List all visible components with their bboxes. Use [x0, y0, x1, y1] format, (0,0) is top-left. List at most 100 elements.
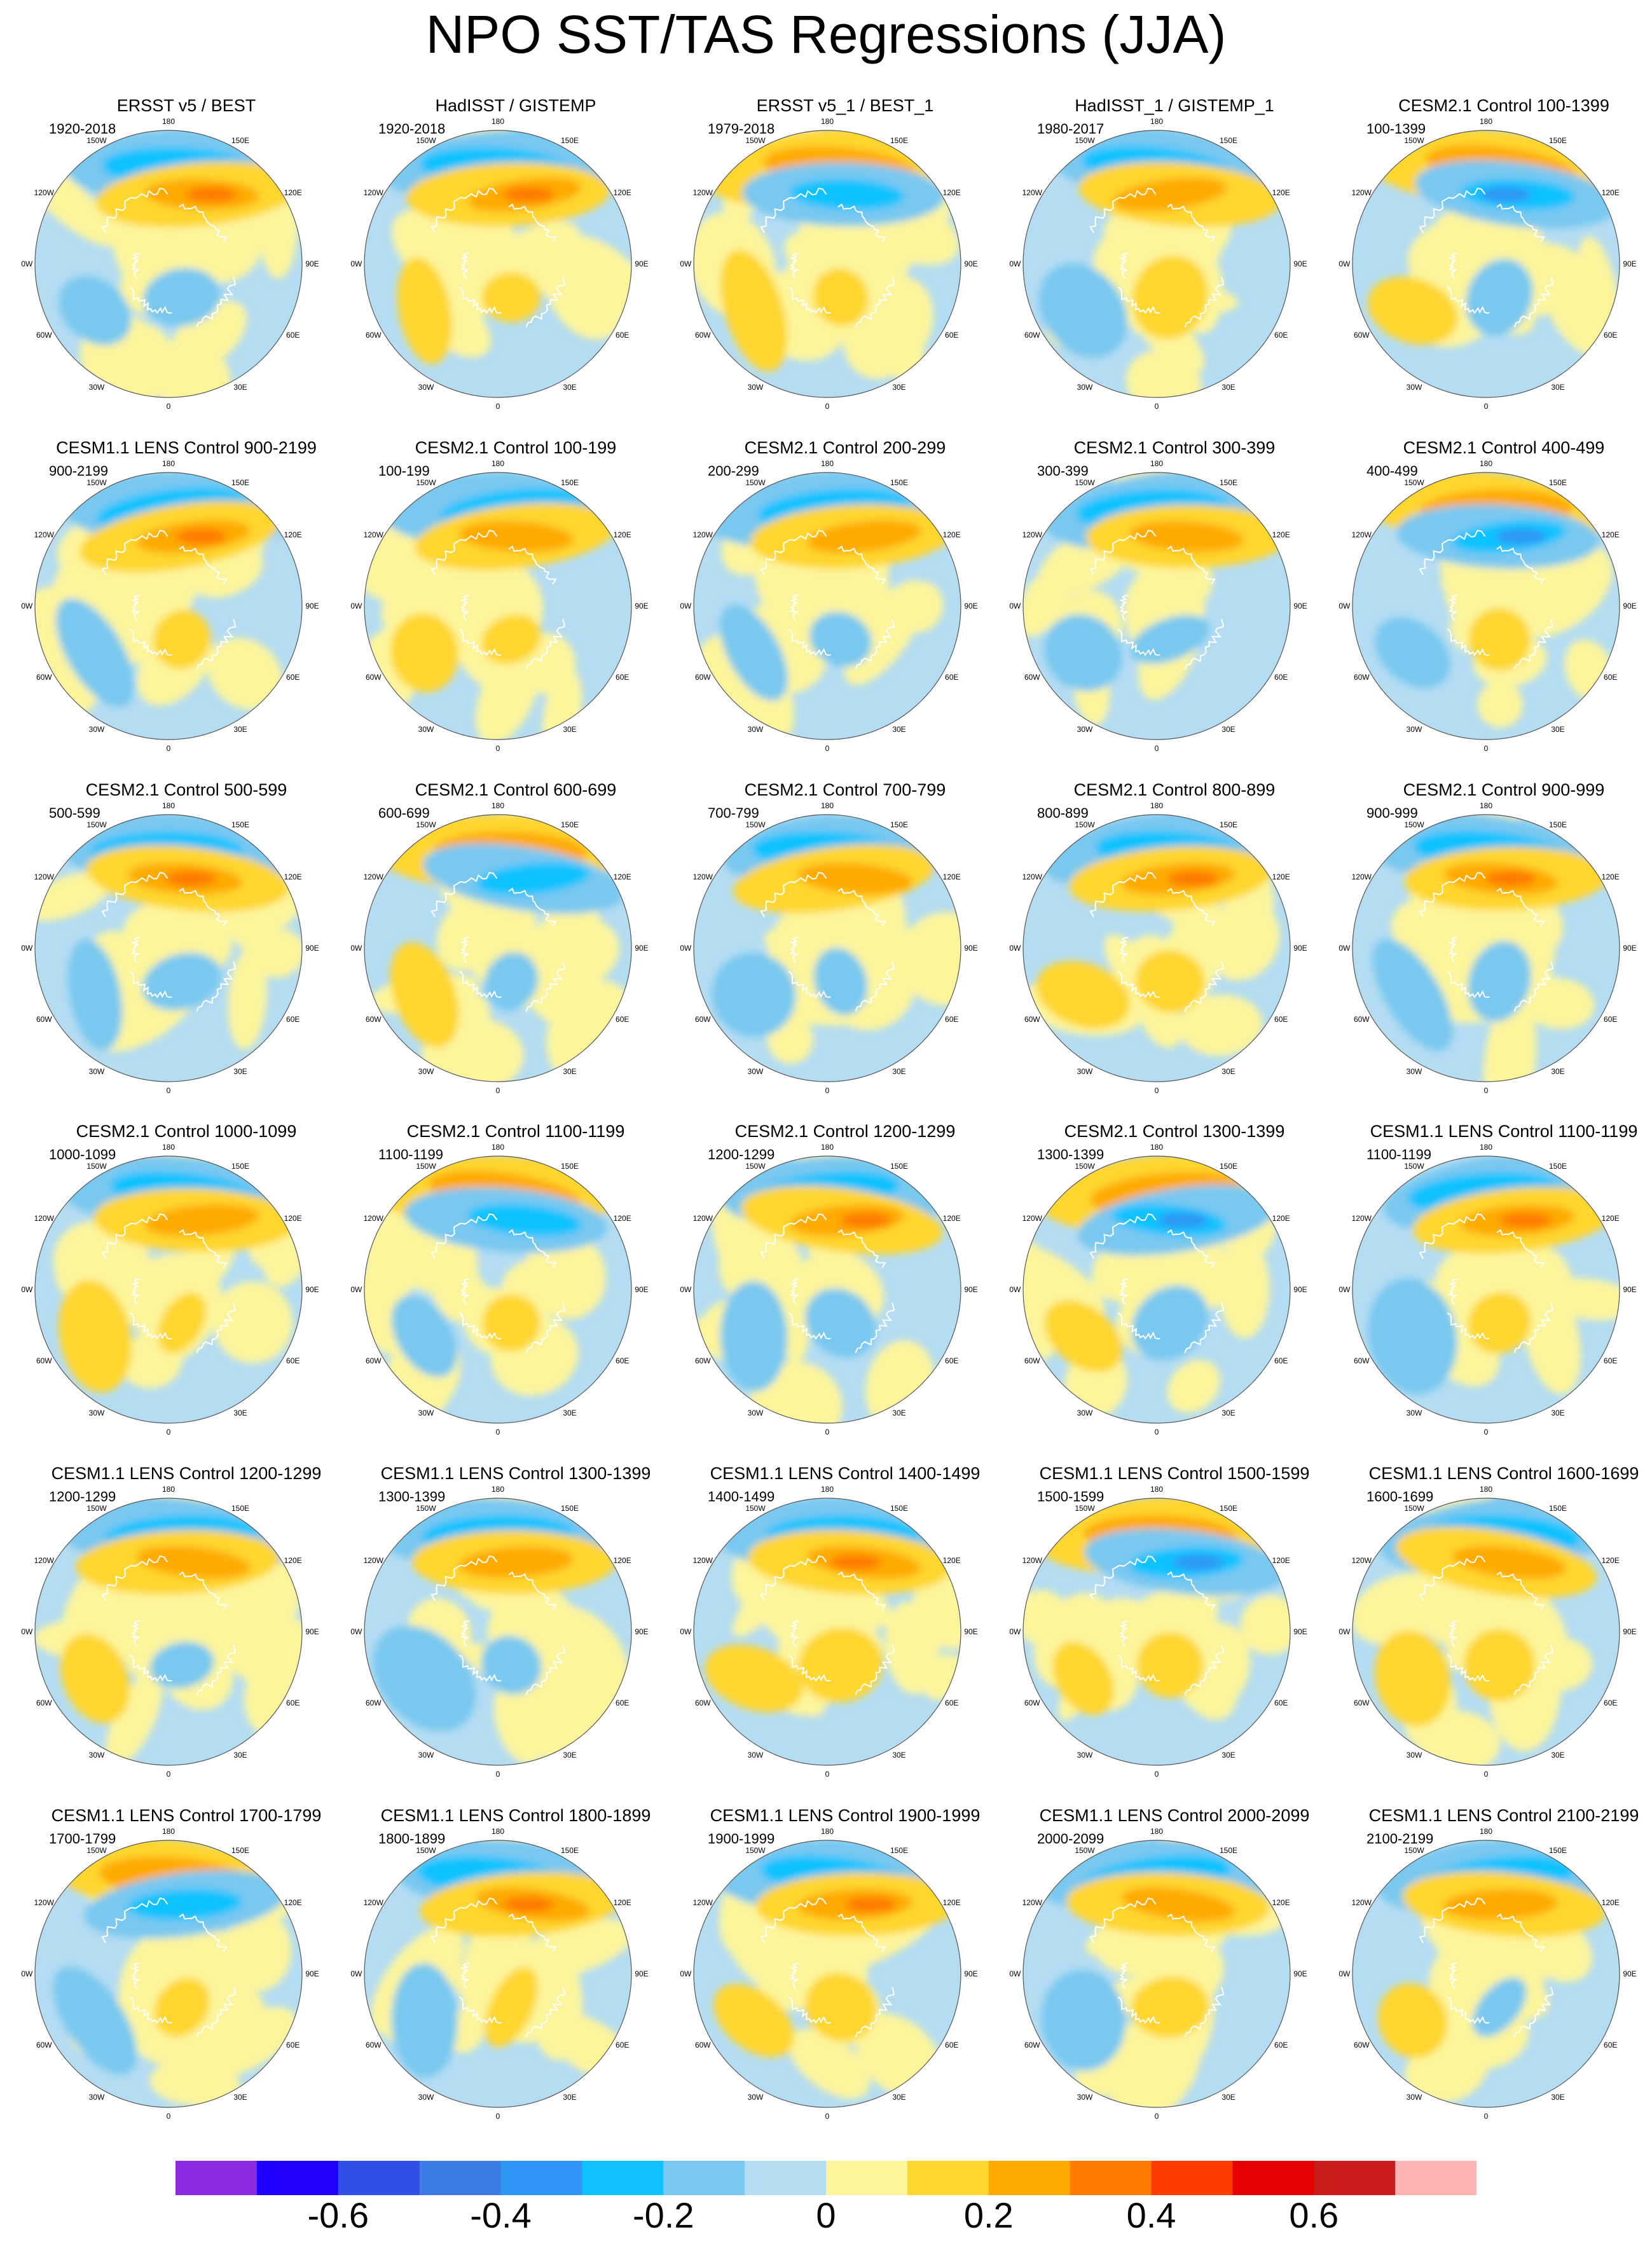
longitude-label: 120W: [1022, 188, 1043, 197]
longitude-label: 30W: [748, 1409, 764, 1417]
longitude-label: 30W: [748, 1751, 764, 1760]
longitude-label: 90W: [1009, 944, 1021, 953]
longitude-label: 120E: [284, 530, 302, 539]
longitude-label: 150W: [1075, 1162, 1095, 1171]
panel-period: 900-999: [1366, 805, 1418, 821]
longitude-label: 150W: [745, 1504, 766, 1513]
longitude-label: 120E: [614, 530, 631, 539]
longitude-label: 60W: [1354, 1698, 1370, 1707]
longitude-label: 90E: [305, 1285, 319, 1294]
colorbar-swatch: [1395, 2161, 1476, 2195]
longitude-label: 60W: [366, 331, 382, 340]
longitude-label: 60E: [945, 331, 958, 340]
longitude-label: 90E: [1293, 1285, 1307, 1294]
panel-period: 1400-1499: [708, 1489, 775, 1505]
longitude-label: 30W: [1077, 383, 1093, 392]
map-panel: 180 150E 120E 90E 60E 30E 0 30W 60W 90W 120W 150W CE…: [1009, 437, 1340, 775]
longitude-label: 90E: [1623, 1969, 1636, 1978]
map-panel: 180 150E 120E 90E 60E 30E 0 30W 60W 90W 120W 150W CE…: [680, 437, 1010, 775]
longitude-label: 120W: [34, 872, 55, 881]
longitude-label: 180: [492, 459, 504, 468]
longitude-label: 0: [496, 1770, 500, 1779]
anomaly-field: [364, 1498, 631, 1765]
longitude-label: 120E: [943, 1556, 961, 1565]
longitude-label: 120E: [1272, 872, 1290, 881]
panel-period: 1300-1399: [1037, 1147, 1105, 1162]
polar-map: 180 150E 120E 90E 60E 30E 0 30W 60W 90W 120W 150W: [680, 459, 978, 753]
longitude-label: 60E: [1604, 331, 1617, 340]
polar-map: 180 150E 120E 90E 60E 30E 0 30W 60W 90W 120W 150W: [1009, 1485, 1307, 1779]
anomaly-field: [35, 1156, 302, 1423]
longitude-label: 60W: [1024, 673, 1040, 682]
longitude-label: 150E: [1220, 1846, 1237, 1855]
polar-map: 180 150E 120E 90E 60E 30E 0 30W 60W 90W 120W 150W: [1339, 1485, 1637, 1779]
longitude-label: 180: [1150, 1143, 1163, 1152]
map-panel: 180 150E 120E 90E 60E 30E 0 30W 60W 90W 120W 150W CE…: [1009, 1805, 1340, 2142]
longitude-label: 150W: [416, 478, 436, 487]
longitude-label: 180: [162, 117, 175, 126]
longitude-label: 30E: [892, 2093, 905, 2102]
colorbar-swatch: [419, 2161, 502, 2195]
polar-map: 180 150E 120E 90E 60E 30E 0 30W 60W 90W 120W 150W: [1009, 1827, 1307, 2121]
longitude-label: 120E: [943, 188, 961, 197]
panel-title: CESM1.1 LENS Control 1600-1699: [1368, 1464, 1639, 1483]
map-panel: 180 150E 120E 90E 60E 30E 0 30W 60W 90W 120W 150W CE…: [350, 1805, 681, 2142]
map-panel: 180 150E 120E 90E 60E 30E 0 30W 60W 90W 120W 150W CE…: [21, 1121, 352, 1458]
longitude-label: 0: [496, 1428, 500, 1436]
longitude-label: 60W: [695, 673, 711, 682]
longitude-label: 90E: [305, 1627, 319, 1636]
longitude-label: 30W: [1077, 1409, 1093, 1417]
longitude-label: 180: [1150, 1827, 1163, 1836]
longitude-label: 150W: [1075, 1846, 1095, 1855]
longitude-label: 90E: [635, 1969, 648, 1978]
panel-period: 1200-1299: [49, 1489, 116, 1505]
longitude-label: 150E: [231, 1162, 249, 1171]
longitude-label: 30E: [892, 1751, 905, 1760]
longitude-label: 60E: [1274, 331, 1288, 340]
longitude-label: 90W: [350, 1969, 362, 1978]
longitude-label: 30E: [1551, 1409, 1564, 1417]
panel-title: CESM2.1 Control 800-899: [1073, 780, 1276, 799]
longitude-label: 90W: [350, 1627, 362, 1636]
anomaly-field: [1353, 130, 1620, 397]
longitude-label: 150W: [1404, 136, 1424, 145]
anomaly-field: [364, 472, 631, 740]
longitude-label: 30E: [563, 2093, 576, 2102]
longitude-label: 180: [162, 1143, 175, 1152]
longitude-label: 120E: [614, 872, 631, 881]
panel-period: 400-499: [1366, 463, 1418, 479]
longitude-label: 90E: [1623, 602, 1636, 610]
longitude-label: 30E: [1222, 725, 1235, 734]
longitude-label: 60W: [366, 2041, 382, 2050]
longitude-label: 150W: [86, 1162, 107, 1171]
longitude-label: 120E: [943, 1898, 961, 1907]
longitude-label: 60W: [695, 1698, 711, 1707]
longitude-label: 120E: [1602, 188, 1620, 197]
longitude-label: 180: [1150, 117, 1163, 126]
longitude-label: 180: [492, 1485, 504, 1494]
longitude-label: 30E: [563, 383, 576, 392]
longitude-label: 150W: [86, 820, 107, 829]
longitude-label: 120E: [1272, 530, 1290, 539]
longitude-label: 30E: [1551, 2093, 1564, 2102]
panel-period: 800-899: [1037, 805, 1089, 821]
longitude-label: 120W: [1352, 188, 1372, 197]
longitude-label: 150E: [1220, 820, 1237, 829]
anomaly-field: [1353, 1840, 1620, 2107]
longitude-label: 60W: [366, 1698, 382, 1707]
longitude-label: 120E: [614, 1898, 631, 1907]
polar-map: 180 150E 120E 90E 60E 30E 0 30W 60W 90W 120W 150W: [1339, 1827, 1637, 2121]
panel-period: 200-299: [708, 463, 759, 479]
colorbar-swatch: [907, 2161, 989, 2195]
panel-period: 1300-1399: [378, 1489, 446, 1505]
map-panel: 180 150E 120E 90E 60E 30E 0 30W 60W 90W 120W 150W Ha…: [1009, 95, 1340, 432]
longitude-label: 120W: [364, 1898, 384, 1907]
map-panel: 180 150E 120E 90E 60E 30E 0 30W 60W 90W 120W 150W CE…: [1339, 95, 1652, 432]
longitude-label: 60W: [366, 1356, 382, 1365]
longitude-label: 90W: [1009, 1627, 1021, 1636]
longitude-label: 90W: [1339, 1969, 1351, 1978]
longitude-label: 60W: [1354, 1015, 1370, 1024]
longitude-label: 120W: [1352, 872, 1372, 881]
panel-period: 100-1399: [1366, 121, 1426, 137]
